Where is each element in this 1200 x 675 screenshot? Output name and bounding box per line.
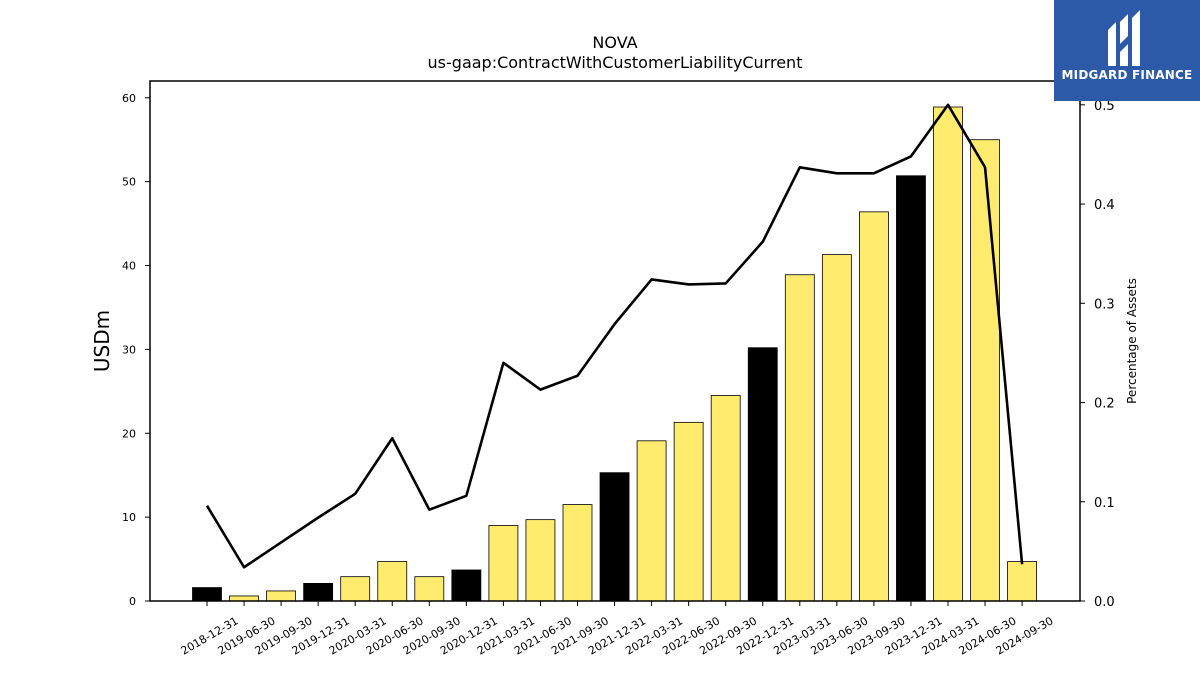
brand-logo: MIDGARD FINANCE xyxy=(1054,0,1200,101)
right-y-tick-label: 0.5 xyxy=(1094,99,1115,114)
bar-2022-03-31 xyxy=(636,440,667,602)
bar-2019-06-30 xyxy=(229,595,259,602)
bar-2021-12-31 xyxy=(599,472,630,602)
bar-2022-06-30 xyxy=(673,421,704,602)
percentage-of-assets-line xyxy=(205,103,1024,569)
bar-2020-03-31 xyxy=(340,576,371,602)
bar-2024-06-30 xyxy=(970,139,1000,602)
y-tick-label: 10 xyxy=(122,511,136,524)
bar-2018-12-31 xyxy=(192,587,222,602)
right-y-axis-label: Percentage of Assets xyxy=(1125,278,1139,404)
bar-2020-09-30 xyxy=(414,576,445,602)
bar-2022-12-31 xyxy=(747,347,778,602)
bar-2019-12-31 xyxy=(303,582,334,602)
right-y-tick-label: 0.1 xyxy=(1094,496,1115,511)
chart-title: NOVA xyxy=(592,33,637,52)
bar-2021-09-30 xyxy=(562,504,593,602)
bar-2021-06-30 xyxy=(525,519,556,602)
brand-name: MIDGARD FINANCE xyxy=(1061,68,1193,82)
bar-2023-12-31 xyxy=(896,175,926,602)
bar-2020-12-31 xyxy=(451,569,482,602)
bar-2023-09-30 xyxy=(859,211,889,602)
midgard-m-logo-icon xyxy=(1108,10,1140,66)
y-tick-label: 60 xyxy=(122,92,136,105)
bar-2022-09-30 xyxy=(710,395,741,602)
bar-2023-03-31 xyxy=(784,274,815,602)
left-axis-ticks: 0 10 20 30 40 50 60 xyxy=(122,92,150,608)
bar-2024-09-30 xyxy=(1007,561,1037,602)
bar-2021-03-31 xyxy=(488,525,519,602)
y-axis-label: USDm xyxy=(90,310,114,372)
y-tick-label: 0 xyxy=(129,595,136,608)
y-tick-label: 40 xyxy=(122,260,136,273)
right-y-tick-label: 0.0 xyxy=(1094,595,1115,610)
bar-2020-06-30 xyxy=(377,561,408,602)
right-y-tick-label: 0.4 xyxy=(1094,198,1115,213)
y-tick-label: 30 xyxy=(122,343,136,356)
right-axis-ticks: 0.0 0.1 0.2 0.3 0.4 0.5 xyxy=(1080,99,1115,610)
percentage-line-group xyxy=(205,103,1024,569)
y-tick-label: 20 xyxy=(122,427,136,440)
bar-group xyxy=(192,106,1037,602)
chart-subtitle: us-gaap:ContractWithCustomerLiabilityCur… xyxy=(428,53,803,72)
y-tick-label: 50 xyxy=(122,176,136,189)
right-y-tick-label: 0.3 xyxy=(1094,297,1115,312)
right-y-tick-label: 0.2 xyxy=(1094,397,1115,412)
bar-2024-03-31 xyxy=(933,106,963,602)
bar-2019-09-30 xyxy=(266,590,297,602)
x-axis-ticks: 2018-12-312019-06-302019-09-302019-12-31… xyxy=(179,601,1056,658)
bar-2023-06-30 xyxy=(821,254,852,602)
